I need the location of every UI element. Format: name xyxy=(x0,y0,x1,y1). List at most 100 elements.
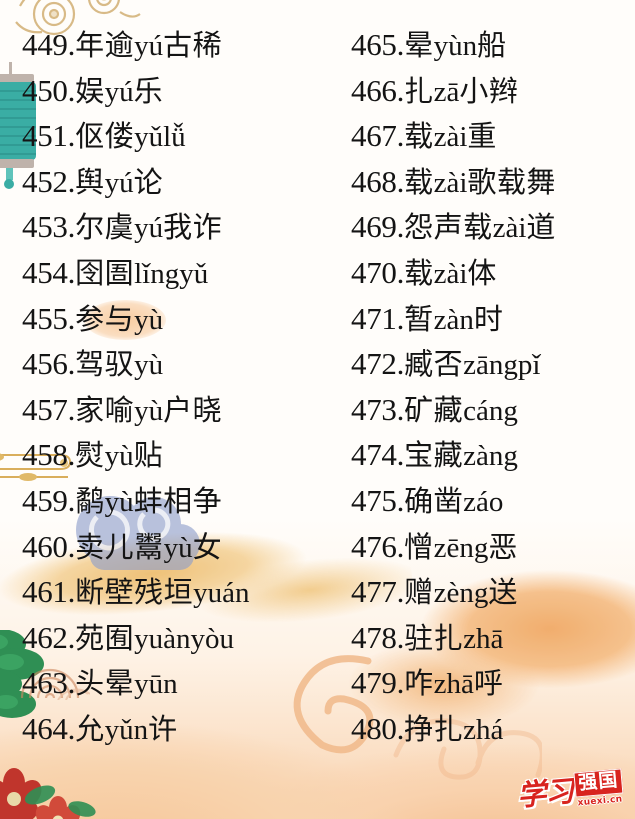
item-term: 载zài歌载舞 xyxy=(404,164,556,199)
list-item[interactable]: 468. 载zài歌载舞 xyxy=(351,159,635,205)
list-item[interactable]: 455. 参与yù xyxy=(22,296,345,342)
list-item[interactable]: 469. 怨声载zài道 xyxy=(351,204,635,250)
list-item[interactable]: 480. 挣扎zhá xyxy=(351,706,635,752)
item-number: 474. xyxy=(351,437,405,473)
item-number: 470. xyxy=(351,254,405,290)
item-term: 参与yù xyxy=(75,301,164,336)
item-term: 囹圄lǐngyǔ xyxy=(75,255,209,290)
item-number: 464. xyxy=(22,710,76,746)
item-number: 473. xyxy=(351,391,405,427)
item-number: 466. xyxy=(351,72,405,108)
item-number: 458. xyxy=(22,437,76,473)
item-term: 头晕yūn xyxy=(75,666,178,701)
item-term: 家喻yù户晓 xyxy=(75,392,223,427)
item-number: 461. xyxy=(22,574,76,610)
list-item[interactable]: 479. 咋zhā呼 xyxy=(351,660,635,706)
list-item[interactable]: 475. 确凿záo xyxy=(351,478,635,524)
item-term: 鹬yù蚌相争 xyxy=(75,483,223,518)
item-term: 驻扎zhā xyxy=(404,620,504,655)
logo-badge-text: 强国 xyxy=(573,768,624,798)
list-item[interactable]: 463. 头晕yūn xyxy=(22,660,345,706)
item-number: 478. xyxy=(351,619,405,655)
item-number: 452. xyxy=(22,163,76,199)
list-item[interactable]: 461. 断壁残垣yuán xyxy=(22,569,345,615)
item-number: 460. xyxy=(22,528,76,564)
item-number: 451. xyxy=(22,118,76,154)
list-item[interactable]: 462. 苑囿yuànyòu xyxy=(22,615,345,661)
list-item[interactable]: 464. 允yǔn许 xyxy=(22,706,345,752)
item-term: 咋zhā呼 xyxy=(404,666,504,701)
item-number: 471. xyxy=(351,300,405,336)
item-term: 怨声载zài道 xyxy=(404,210,556,245)
list-item[interactable]: 451. 伛偻yǔlǚ xyxy=(22,113,345,159)
item-number: 457. xyxy=(22,391,76,427)
list-item[interactable]: 478. 驻扎zhā xyxy=(351,615,635,661)
list-item[interactable]: 453. 尔虞yú我诈 xyxy=(22,204,345,250)
item-term: 确凿záo xyxy=(404,483,504,518)
item-number: 454. xyxy=(22,254,76,290)
item-number: 463. xyxy=(22,665,76,701)
list-item[interactable]: 460. 卖儿鬻yù女 xyxy=(22,524,345,570)
list-item[interactable]: 477. 赠zèng送 xyxy=(351,569,635,615)
item-term: 年逾yú古稀 xyxy=(75,28,223,62)
word-list-column-right: 465. 晕yùn船 466. 扎zā小辫 467. 载zài重 468. 载zài歌载… xyxy=(345,0,635,819)
item-term: 赠zèng送 xyxy=(404,575,518,610)
item-number: 477. xyxy=(351,574,405,610)
list-item[interactable]: 472. 臧否zāngpǐ xyxy=(351,341,635,387)
logo-badge: 强国 xuexi.cn xyxy=(573,768,624,809)
logo-script-text: 学习 xyxy=(515,773,575,813)
item-term: 宝藏zàng xyxy=(404,438,518,473)
item-term: 尔虞yú我诈 xyxy=(75,210,223,245)
item-number: 472. xyxy=(351,346,405,382)
item-term: 苑囿yuànyòu xyxy=(75,620,234,655)
item-term: 晕yùn船 xyxy=(404,28,507,62)
item-term: 载zài重 xyxy=(404,119,497,154)
list-item[interactable]: 458. 熨yù贴 xyxy=(22,432,345,478)
list-item[interactable]: 474. 宝藏zàng xyxy=(351,432,635,478)
list-item[interactable]: 456. 驾驭yù xyxy=(22,341,345,387)
item-number: 462. xyxy=(22,619,76,655)
item-number: 456. xyxy=(22,346,76,382)
item-number: 459. xyxy=(22,482,76,518)
item-term: 臧否zāngpǐ xyxy=(404,347,541,382)
list-item[interactable]: 459. 鹬yù蚌相争 xyxy=(22,478,345,524)
item-number: 467. xyxy=(351,118,405,154)
list-item[interactable]: 452. 舆yú论 xyxy=(22,159,345,205)
item-term: 暂zàn时 xyxy=(404,301,504,336)
item-term: 熨yù贴 xyxy=(75,438,164,473)
list-item[interactable]: 476. 憎zēng恶 xyxy=(351,524,635,570)
item-term: 断壁残垣yuán xyxy=(75,575,250,610)
item-number: 453. xyxy=(22,209,76,245)
item-term: 挣扎zhá xyxy=(404,711,504,746)
list-item[interactable]: 473. 矿藏cáng xyxy=(351,387,635,433)
item-term: 伛偻yǔlǚ xyxy=(75,119,186,154)
item-term: 扎zā小辫 xyxy=(404,73,519,108)
list-item[interactable]: 465. 晕yùn船 xyxy=(351,22,635,68)
item-number: 475. xyxy=(351,482,405,518)
list-item[interactable]: 450. 娱yú乐 xyxy=(22,68,345,114)
list-item[interactable]: 470. 载zài体 xyxy=(351,250,635,296)
list-item[interactable]: 457. 家喻yù户晓 xyxy=(22,387,345,433)
item-number: 449. xyxy=(22,27,76,62)
item-term: 允yǔn许 xyxy=(75,711,178,746)
list-item[interactable]: 454. 囹圄lǐngyǔ xyxy=(22,250,345,296)
list-item[interactable]: 466. 扎zā小辫 xyxy=(351,68,635,114)
item-number: 476. xyxy=(351,528,405,564)
list-item[interactable]: 449. 年逾yú古稀 xyxy=(22,22,345,68)
list-item[interactable]: 471. 暂zàn时 xyxy=(351,296,635,342)
item-term: 卖儿鬻yù女 xyxy=(75,529,223,564)
item-term: 驾驭yù xyxy=(75,347,164,382)
item-term: 矿藏cáng xyxy=(404,392,518,427)
item-number: 480. xyxy=(351,710,405,746)
item-term: 娱yú乐 xyxy=(75,73,164,108)
item-term: 载zài体 xyxy=(404,255,497,290)
item-number: 468. xyxy=(351,163,405,199)
list-item[interactable]: 467. 载zài重 xyxy=(351,113,635,159)
item-number: 465. xyxy=(351,27,405,62)
item-number: 450. xyxy=(22,72,76,108)
item-number: 455. xyxy=(22,300,76,336)
item-number: 479. xyxy=(351,665,405,701)
item-number: 469. xyxy=(351,209,405,245)
